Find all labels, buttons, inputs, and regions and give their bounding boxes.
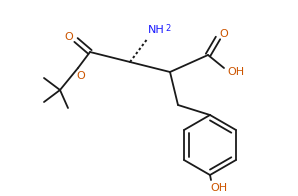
Text: O: O — [77, 71, 85, 81]
Text: OH: OH — [210, 183, 228, 193]
Text: O: O — [220, 29, 228, 39]
Text: 2: 2 — [165, 24, 171, 33]
Text: NH: NH — [148, 25, 164, 35]
Text: O: O — [65, 32, 73, 42]
Text: OH: OH — [227, 67, 245, 77]
